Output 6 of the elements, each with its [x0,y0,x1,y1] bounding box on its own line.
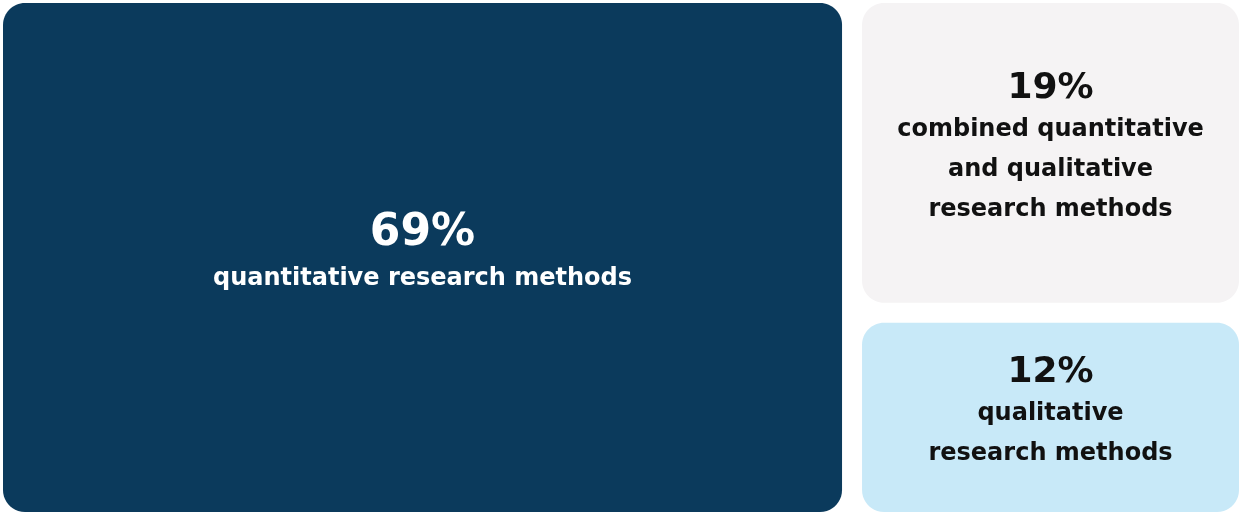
category-label: combined quantitative and qualitative research methods [897,113,1204,222]
data-label: 12% [1007,349,1094,391]
data-label: 19% [1007,64,1094,106]
category-label: quantitative research methods [212,262,633,291]
category-label: qualitative research methods [928,398,1173,467]
data-label: 69% [369,203,476,255]
